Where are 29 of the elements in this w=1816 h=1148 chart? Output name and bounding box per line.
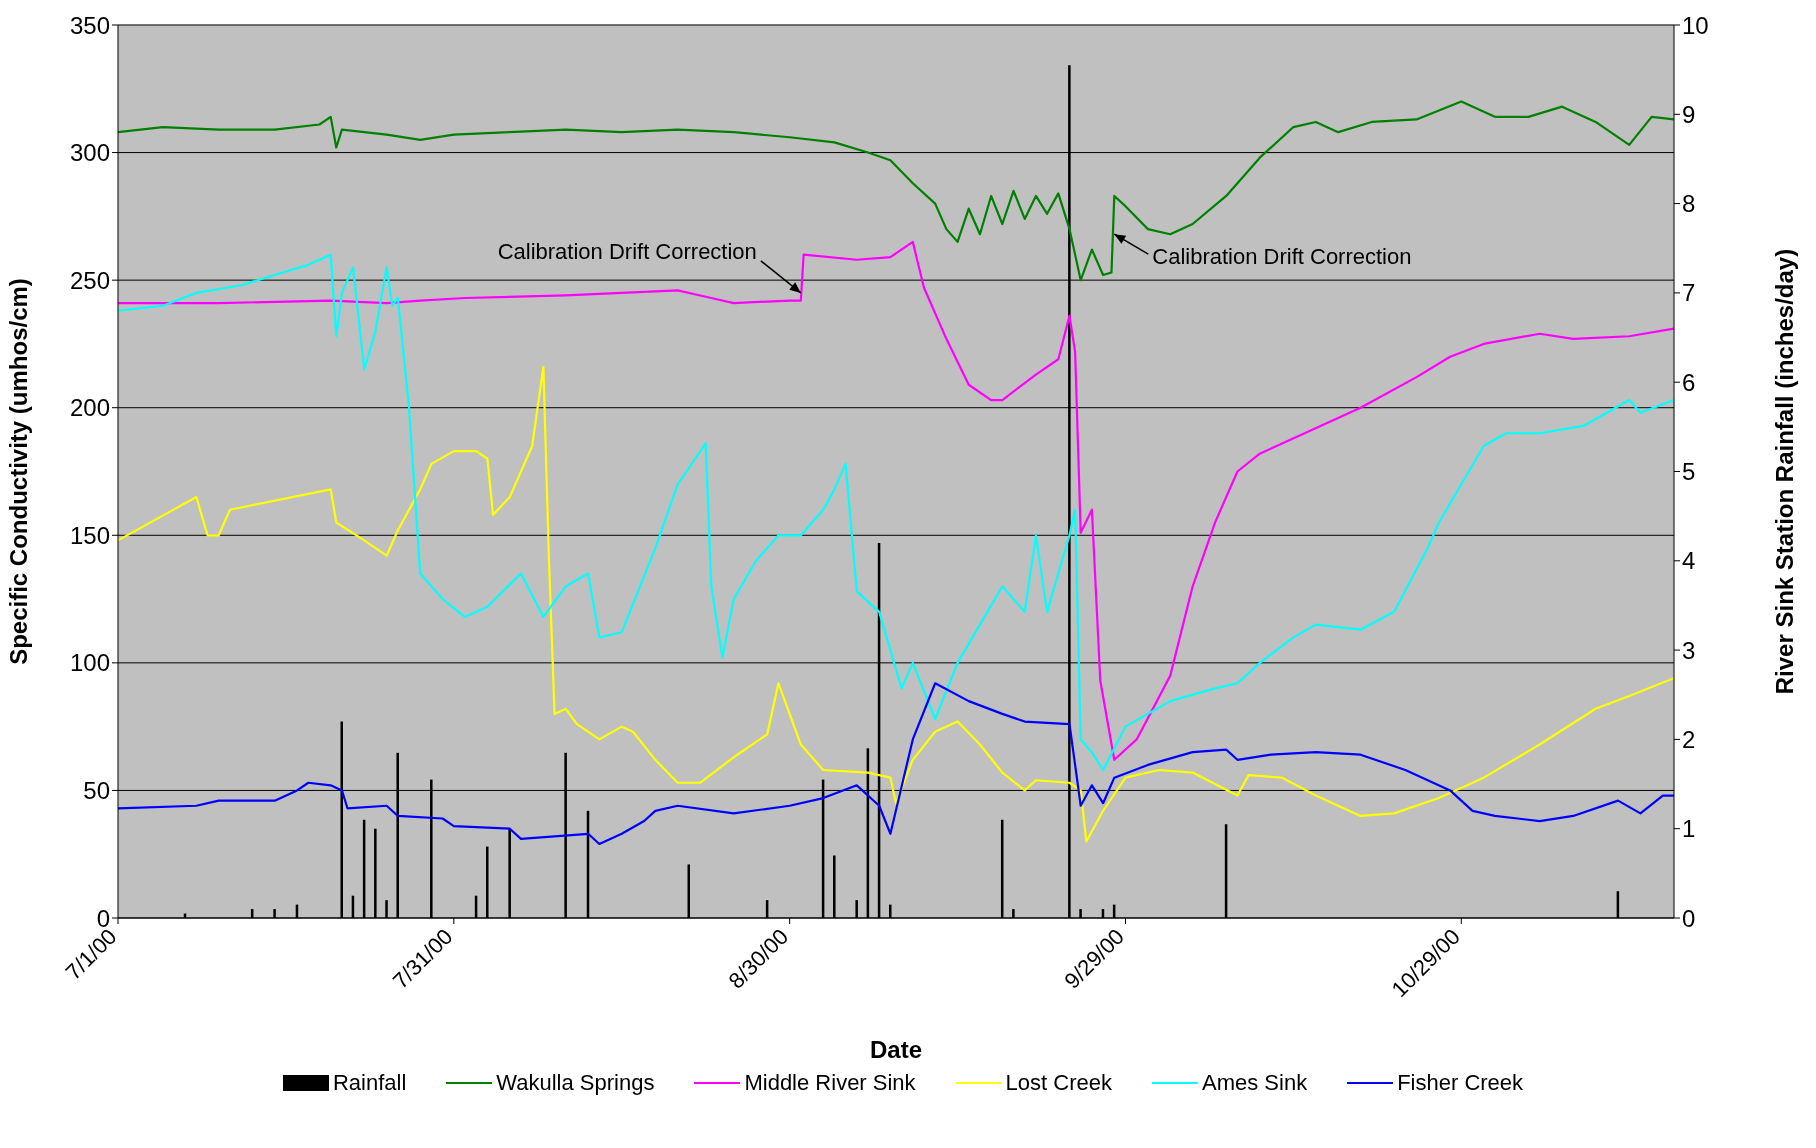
y2-tick-label: 6: [1682, 368, 1696, 396]
y2-tick-label: 1: [1682, 815, 1696, 843]
y2-tick-label: 3: [1682, 636, 1696, 664]
y2-tick-label: 4: [1682, 547, 1696, 575]
y2-axis-title: River Sink Station Rainfall (inches/day): [1770, 248, 1798, 695]
y-axis-title: Specific Conductivity (umhos/cm): [4, 278, 32, 665]
y2-tick-label: 2: [1682, 725, 1696, 753]
legend-label: Ames Sink: [1202, 1070, 1308, 1096]
y2-tick-label: 5: [1682, 458, 1696, 486]
legend-label: Fisher Creek: [1397, 1070, 1524, 1096]
y-tick-label: 200: [69, 394, 110, 422]
legend-label: Wakulla Springs: [496, 1070, 655, 1096]
annotation: Calibration Drift Correction: [497, 238, 757, 264]
y2-tick-label: 10: [1682, 11, 1709, 39]
y2-tick-label: 0: [1682, 904, 1696, 932]
y-tick-label: 150: [69, 521, 110, 549]
legend-label: Middle River Sink: [744, 1070, 916, 1096]
y-tick-label: 100: [69, 649, 110, 677]
y-tick-label: 250: [69, 266, 110, 294]
y-tick-label: 50: [83, 776, 110, 804]
legend-label: Lost Creek: [1005, 1070, 1112, 1096]
y-tick-label: 300: [69, 139, 110, 167]
annotation: Calibration Drift Correction: [1152, 244, 1412, 270]
y2-tick-label: 7: [1682, 279, 1696, 307]
y2-tick-label: 9: [1682, 100, 1696, 128]
y2-tick-label: 8: [1682, 190, 1696, 218]
x-axis-title: Date: [869, 1036, 923, 1063]
legend-label: Rainfall: [332, 1070, 407, 1096]
y-tick-label: 350: [69, 11, 110, 39]
